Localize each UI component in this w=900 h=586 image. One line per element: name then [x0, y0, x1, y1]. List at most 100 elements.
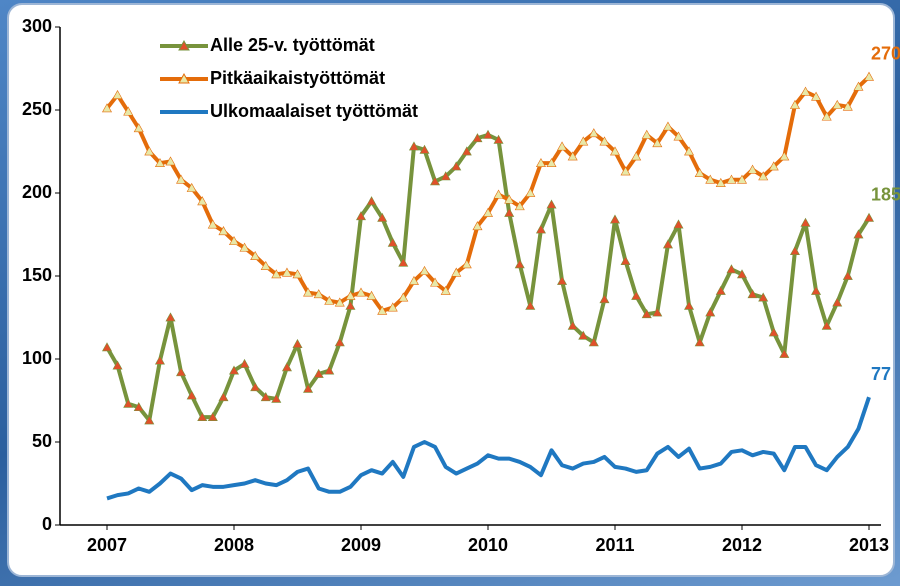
- marker: [112, 89, 123, 99]
- marker: [504, 207, 515, 217]
- marker: [228, 236, 240, 246]
- marker: [419, 144, 430, 154]
- marker: [609, 146, 621, 156]
- marker: [324, 295, 335, 305]
- marker: [673, 131, 684, 141]
- marker: [281, 362, 292, 372]
- legend-label: Alle 25-v. työttömät: [210, 35, 375, 55]
- marker: [747, 289, 758, 299]
- marker: [525, 300, 536, 310]
- marker: [186, 182, 197, 192]
- marker: [789, 99, 800, 109]
- x-tick-label: 2007: [87, 535, 127, 555]
- marker: [303, 287, 314, 297]
- marker: [250, 382, 261, 392]
- marker: [451, 267, 462, 277]
- marker: [578, 136, 589, 146]
- marker: [366, 196, 377, 206]
- marker: [472, 221, 483, 231]
- marker: [588, 337, 599, 347]
- marker: [493, 134, 504, 144]
- marker: [197, 411, 208, 422]
- marker: [398, 292, 409, 302]
- marker: [440, 171, 451, 181]
- marker: [377, 305, 388, 315]
- marker: [705, 307, 716, 317]
- marker: [715, 177, 726, 187]
- legend-marker: [178, 72, 190, 84]
- marker: [154, 158, 165, 168]
- marker: [578, 330, 589, 340]
- marker: [355, 287, 367, 297]
- marker: [472, 133, 483, 143]
- marker: [260, 392, 271, 402]
- marker: [599, 136, 610, 146]
- marker: [609, 214, 621, 224]
- marker: [133, 402, 144, 412]
- marker: [207, 411, 218, 422]
- end-label: 270: [871, 44, 900, 64]
- marker: [377, 212, 388, 222]
- marker: [271, 269, 282, 279]
- y-tick-label: 100: [22, 348, 52, 368]
- marker: [324, 365, 335, 375]
- marker: [461, 146, 472, 156]
- marker: [546, 199, 557, 209]
- marker: [239, 242, 250, 252]
- marker: [863, 71, 875, 81]
- legend-marker: [178, 39, 190, 51]
- marker: [207, 219, 218, 229]
- y-tick-label: 150: [22, 265, 52, 285]
- marker: [535, 158, 546, 168]
- marker: [567, 320, 578, 330]
- marker: [821, 111, 832, 121]
- marker: [154, 355, 165, 365]
- marker: [726, 174, 737, 184]
- marker: [101, 342, 113, 352]
- marker: [652, 307, 663, 317]
- x-tick-label: 2013: [849, 535, 889, 555]
- end-label: 185: [871, 185, 900, 205]
- marker: [694, 337, 705, 347]
- marker: [419, 265, 430, 275]
- marker: [832, 99, 843, 109]
- marker: [768, 161, 779, 171]
- marker: [408, 275, 419, 285]
- y-tick-label: 0: [42, 514, 52, 534]
- marker: [228, 365, 240, 375]
- marker: [398, 257, 409, 267]
- marker: [165, 156, 176, 166]
- marker: [779, 348, 790, 358]
- y-tick-label: 50: [32, 431, 52, 451]
- legend-label: Pitkäaikaistyöttömät: [210, 68, 385, 88]
- marker: [588, 128, 599, 138]
- marker: [853, 81, 864, 91]
- marker: [863, 212, 875, 222]
- legend-label: Ulkomaalaiset työttömät: [210, 101, 418, 121]
- marker: [313, 289, 324, 299]
- marker: [525, 187, 536, 197]
- marker: [736, 174, 748, 184]
- marker: [800, 86, 811, 96]
- marker: [705, 174, 716, 184]
- marker: [546, 158, 557, 168]
- marker: [493, 189, 504, 199]
- marker: [303, 383, 314, 393]
- marker: [789, 245, 800, 255]
- marker: [620, 255, 631, 265]
- marker: [832, 297, 843, 307]
- marker: [715, 285, 726, 295]
- marker: [514, 259, 525, 269]
- marker: [133, 123, 144, 133]
- marker: [620, 166, 631, 176]
- marker: [430, 277, 441, 287]
- marker: [430, 176, 441, 186]
- marker: [758, 171, 769, 181]
- marker: [281, 267, 292, 277]
- marker: [123, 398, 134, 408]
- marker: [345, 290, 356, 300]
- marker: [514, 201, 525, 211]
- marker: [292, 269, 303, 279]
